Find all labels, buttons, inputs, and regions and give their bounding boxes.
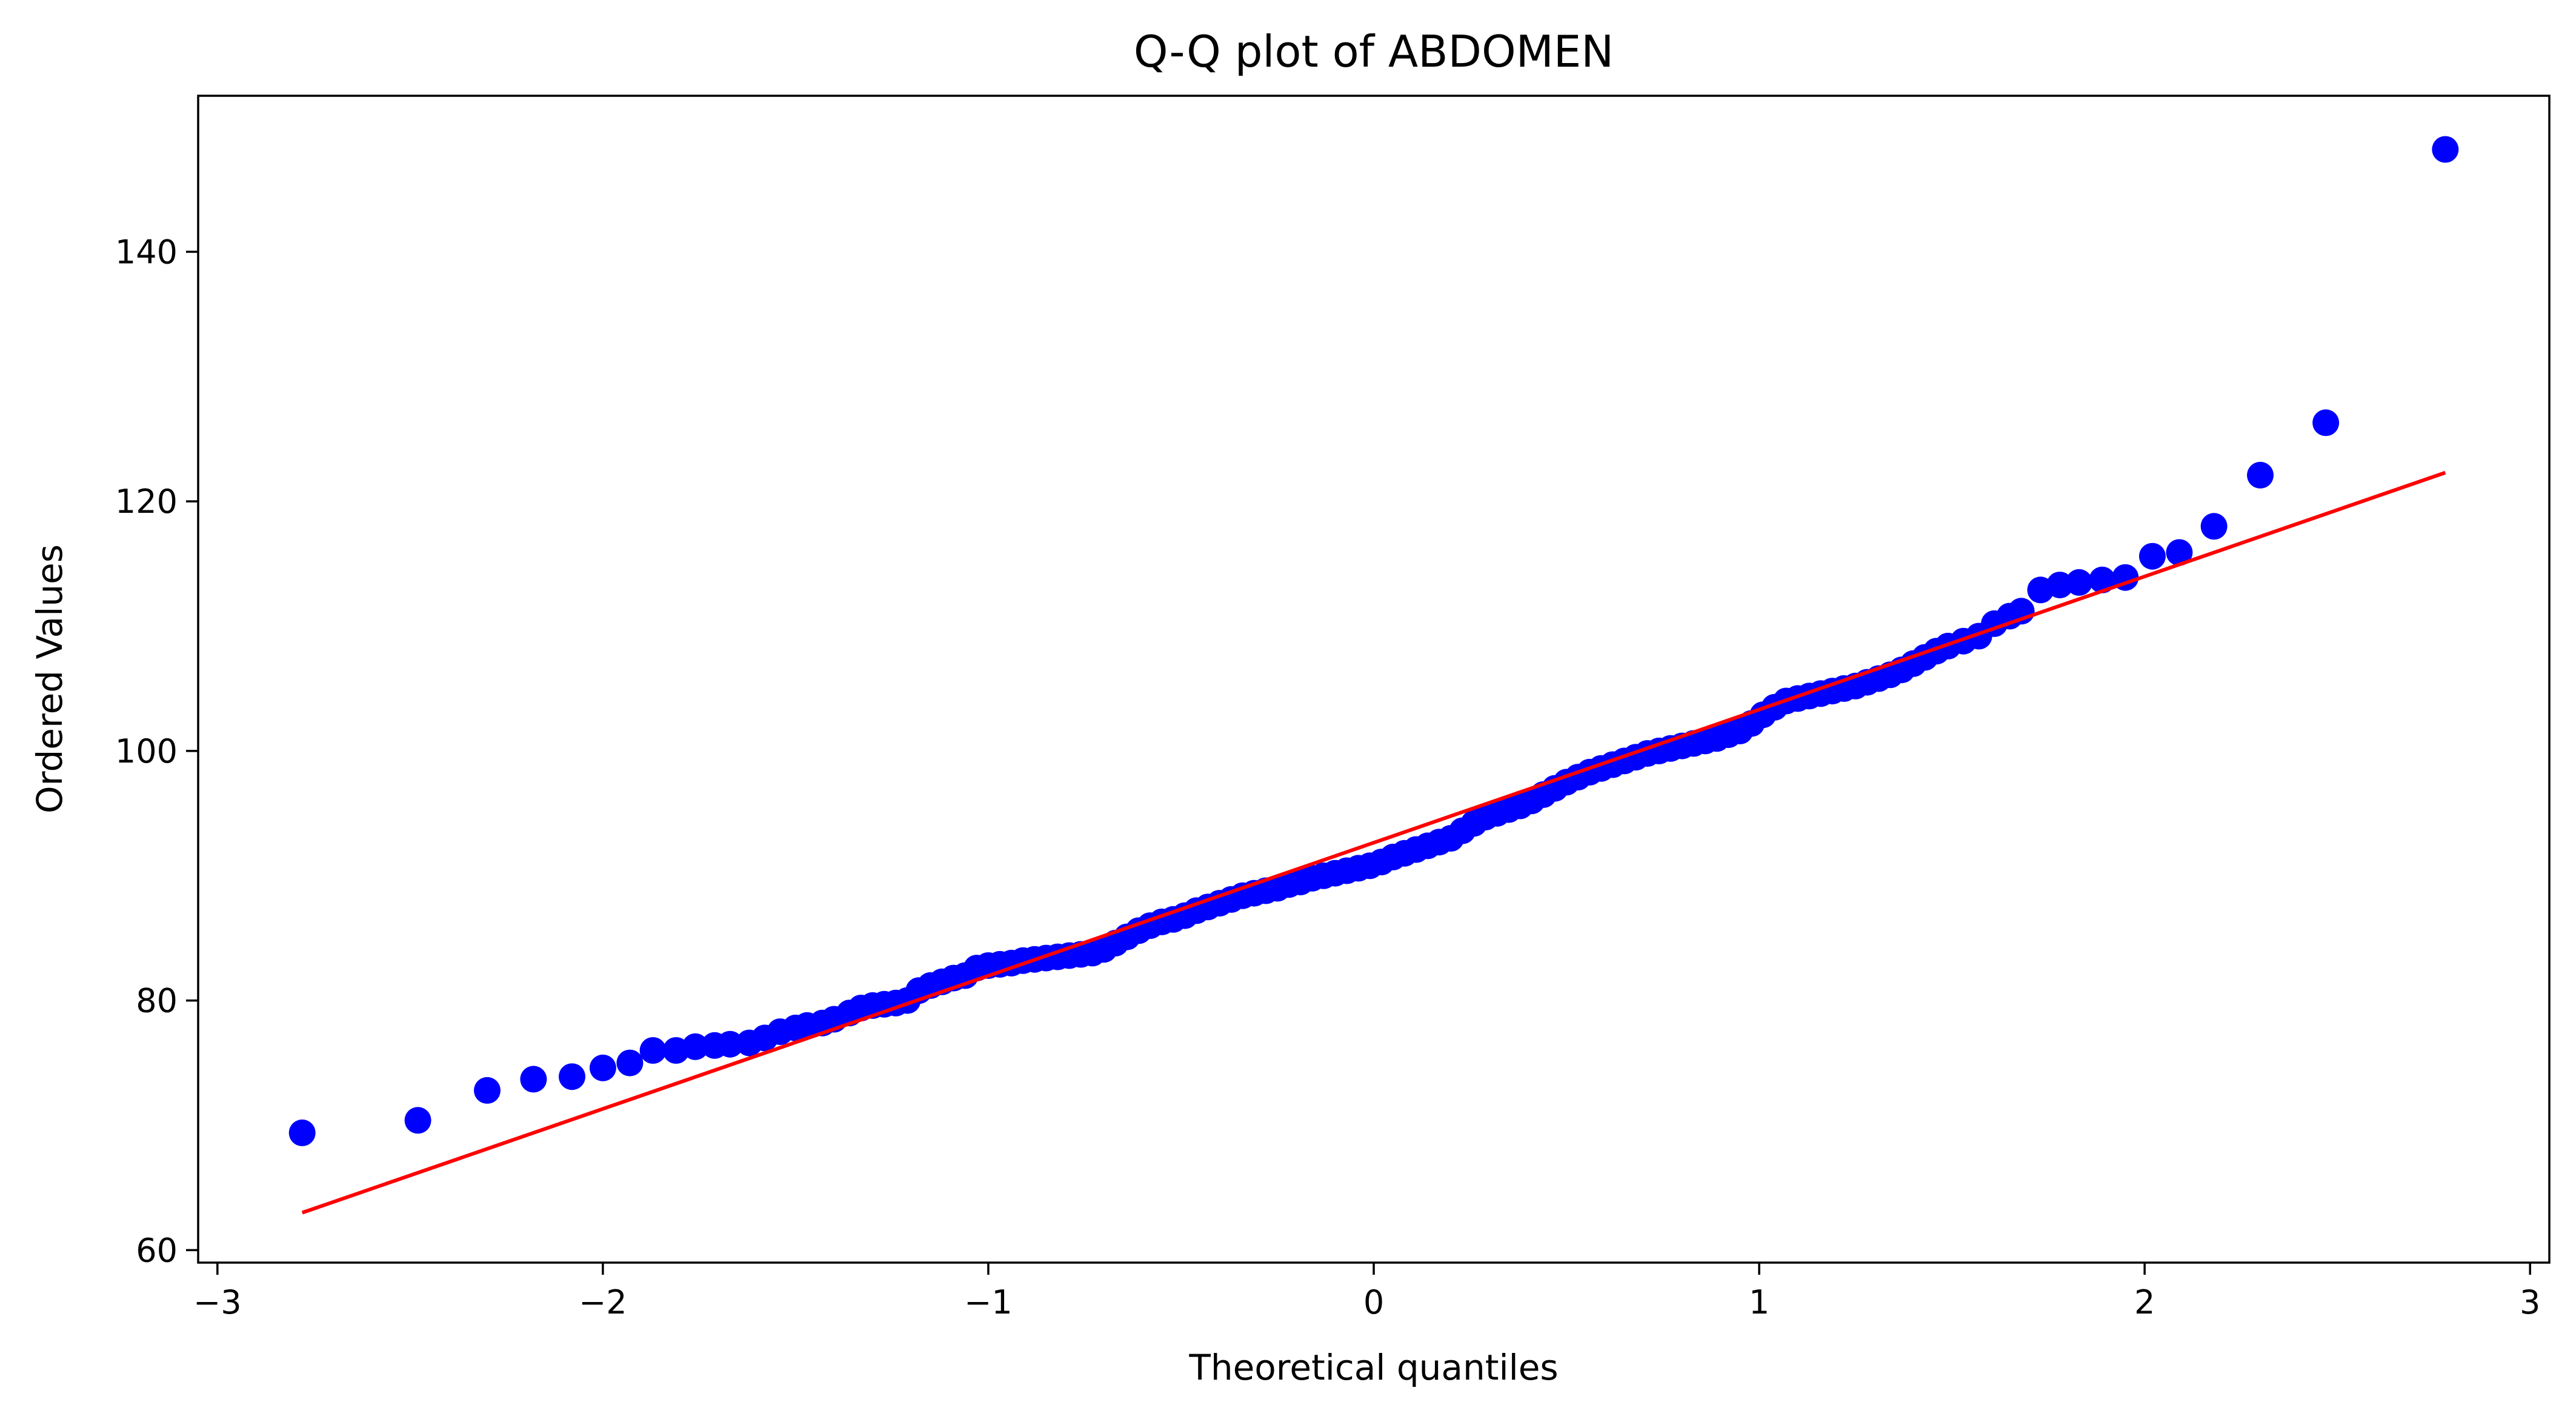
data-point-129	[2247, 461, 2274, 489]
plot-marks	[288, 136, 2459, 1215]
data-point-4	[520, 1066, 547, 1093]
data-point-2	[404, 1107, 431, 1134]
x-tick-label: 1	[1749, 1283, 1769, 1321]
data-point-10	[682, 1033, 709, 1060]
data-point-123	[2066, 569, 2092, 596]
data-point-6	[589, 1054, 616, 1081]
x-axis: −3 −2 −1 0 1 2 3	[193, 1263, 2540, 1321]
x-tick-label: 2	[2134, 1283, 2155, 1321]
y-tick-label: 60	[136, 1231, 178, 1269]
chart-title: Q-Q plot of ABDOMEN	[1134, 26, 1614, 77]
y-tick-label: 120	[115, 482, 178, 521]
data-point-128	[2200, 513, 2228, 540]
y-axis-title: Ordered Values	[29, 544, 70, 813]
y-axis: 60 80 100 120 140	[115, 233, 198, 1269]
data-point-131	[2432, 136, 2459, 163]
x-tick-label: −3	[193, 1283, 242, 1321]
data-point-3	[474, 1077, 501, 1104]
data-point-8	[639, 1037, 667, 1064]
x-tick-label: 3	[2520, 1283, 2540, 1321]
data-point-130	[2312, 409, 2340, 436]
data-point-7	[616, 1049, 644, 1077]
y-tick-label: 140	[115, 233, 178, 271]
x-tick-label: 0	[1363, 1283, 1384, 1321]
data-point-126	[2138, 543, 2166, 570]
y-tick-label: 100	[115, 732, 178, 770]
x-tick-label: −1	[964, 1283, 1013, 1321]
x-axis-title: Theoretical quantiles	[1188, 1347, 1558, 1388]
data-point-1	[288, 1119, 316, 1146]
x-tick-label: −2	[579, 1283, 627, 1321]
data-point-12	[716, 1030, 744, 1058]
y-tick-label: 80	[136, 982, 178, 1020]
data-point-5	[559, 1063, 585, 1090]
fit-line	[301, 470, 2446, 1215]
data-point-124	[2089, 566, 2116, 593]
data-point-127	[2166, 539, 2193, 566]
